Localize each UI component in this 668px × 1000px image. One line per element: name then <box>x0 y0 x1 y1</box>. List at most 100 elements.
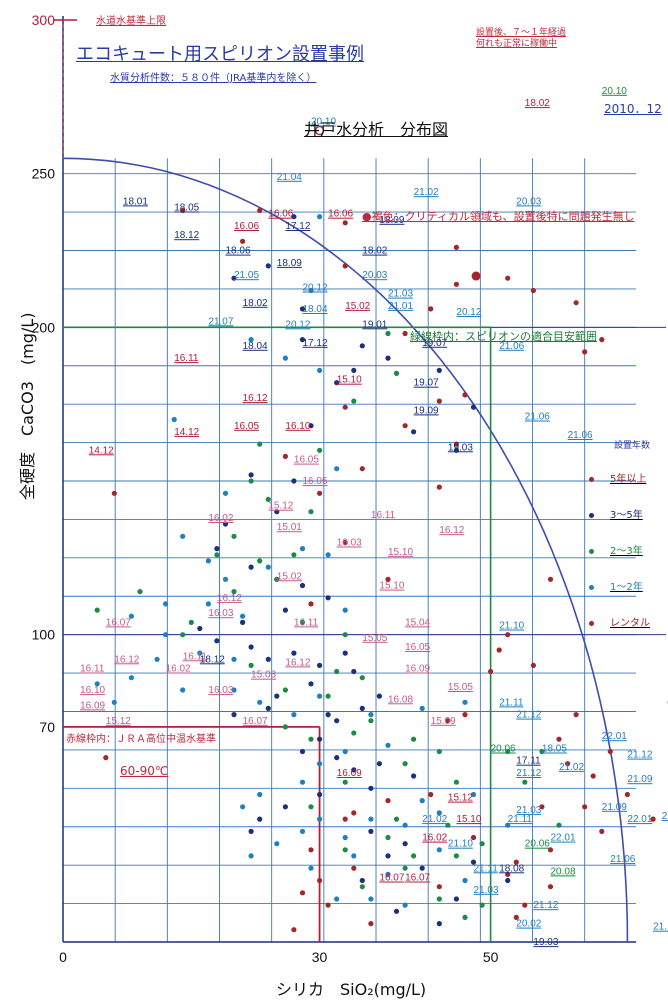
data-point <box>257 558 262 563</box>
data-point <box>368 786 373 791</box>
data-point <box>437 847 442 852</box>
data-point <box>300 890 305 895</box>
point-label: 20.06 <box>525 839 550 850</box>
data-point <box>582 804 587 809</box>
point-label: 22.01 <box>602 731 627 742</box>
data-point <box>334 466 339 471</box>
data-point <box>599 337 604 342</box>
legend-item: レンタル <box>589 614 650 629</box>
data-point <box>574 300 579 305</box>
legend-item: 3〜5年 <box>589 506 643 521</box>
data-point <box>155 657 160 662</box>
data-point <box>240 620 245 625</box>
point-label: 21.07 <box>662 811 668 822</box>
point-label: 16.07 <box>106 617 131 628</box>
data-point <box>454 780 459 785</box>
data-point <box>326 712 331 717</box>
point-label: 17.12 <box>303 338 328 349</box>
data-point <box>249 565 254 570</box>
data-point <box>300 546 305 551</box>
data-point <box>231 657 236 662</box>
point-label: 16.11 <box>294 617 319 628</box>
data-point <box>291 651 296 656</box>
point-label: 20.06 <box>491 744 516 755</box>
point-label: 18.05 <box>542 744 567 755</box>
data-point <box>326 595 331 600</box>
legend-label: レンタル <box>610 618 650 629</box>
point-label: 21.12 <box>627 750 652 761</box>
data-point <box>343 780 348 785</box>
point-label: 17.11 <box>516 756 541 767</box>
data-point <box>377 761 382 766</box>
data-point <box>377 694 382 699</box>
data-point <box>360 878 365 883</box>
data-point <box>291 927 296 932</box>
date-label: 2010．12 <box>604 100 662 117</box>
legend-item: 1〜2年 <box>589 578 643 593</box>
data-point <box>531 663 536 668</box>
data-point <box>368 817 373 822</box>
legend-dot <box>589 585 594 590</box>
point-label: 16.03 <box>337 538 362 549</box>
data-point <box>343 220 348 225</box>
data-point <box>574 712 579 717</box>
data-point <box>214 552 219 557</box>
point-label: 21.11 <box>474 863 499 874</box>
data-point <box>240 804 245 809</box>
point-label: 15.10 <box>456 814 481 825</box>
green-note: 緑線枠内：スピリオンの適合目安範囲 <box>410 328 597 344</box>
data-point <box>428 306 433 311</box>
data-point <box>343 608 348 613</box>
data-point <box>351 810 356 815</box>
data-point <box>334 718 339 723</box>
data-point <box>180 687 185 692</box>
point-label: 18.02 <box>362 246 387 257</box>
data-point <box>548 577 553 582</box>
data-point <box>582 349 587 354</box>
point-label: 15.02 <box>345 301 370 312</box>
data-point <box>403 331 408 336</box>
data-point <box>505 276 510 281</box>
data-point <box>283 687 288 692</box>
point-label: 21.12 <box>516 768 541 779</box>
data-point <box>112 491 117 496</box>
data-point <box>462 915 467 920</box>
point-label: 16.10 <box>285 421 310 432</box>
data-point <box>368 896 373 901</box>
point-label: 19.03 <box>533 937 558 948</box>
data-point <box>231 534 236 539</box>
data-point <box>163 632 168 637</box>
data-point <box>317 448 322 453</box>
point-label: 16.07 <box>379 873 404 884</box>
data-point <box>326 694 331 699</box>
point-label: 15.10 <box>388 547 413 558</box>
point-label: 16.09 <box>405 664 430 675</box>
data-point <box>454 896 459 901</box>
point-label: 19.03 <box>448 442 473 453</box>
point-label: 21.12 <box>533 900 558 911</box>
data-point <box>351 399 356 404</box>
data-point <box>385 835 390 840</box>
data-point <box>437 749 442 754</box>
data-point <box>437 921 442 926</box>
legend-label: 3〜5年 <box>610 510 643 521</box>
data-point <box>317 878 322 883</box>
data-point <box>283 608 288 613</box>
point-label: 21.03 <box>388 289 413 300</box>
x-tick-label: 0 <box>59 949 67 965</box>
point-label: 21.10 <box>448 839 473 850</box>
data-point <box>249 829 254 834</box>
brown-note: ●褐色：クリティカル領域も、設置後特に問題発生無し <box>362 208 635 224</box>
data-point <box>214 546 219 551</box>
data-point <box>351 866 356 871</box>
data-point <box>291 478 296 483</box>
data-point <box>403 903 408 908</box>
data-point <box>249 853 254 858</box>
y-tick-label: 250 <box>32 166 56 182</box>
data-point <box>300 780 305 785</box>
point-label: 20.03 <box>362 270 387 281</box>
y-tick-label: 300 <box>32 12 56 28</box>
point-label: 21.02 <box>422 814 447 825</box>
data-point <box>556 737 561 742</box>
